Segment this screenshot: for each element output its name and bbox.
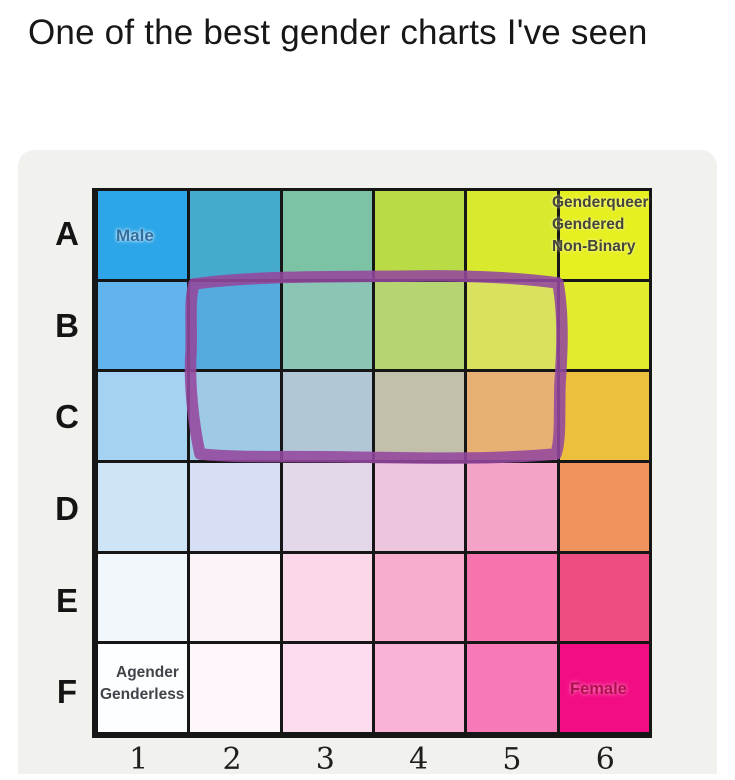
grid-cell-A4 — [375, 191, 465, 279]
row-label-E: E — [55, 581, 78, 619]
grid-cell-D4 — [375, 462, 465, 551]
grid-cell-B5 — [467, 281, 557, 370]
grid-cell-D2 — [190, 462, 280, 551]
row-label-C: C — [55, 398, 79, 436]
label-genderqueer-line-2: Gendered — [552, 216, 625, 233]
column-label-1: 1 — [129, 742, 149, 777]
grid-cell-F2 — [190, 644, 280, 732]
grid-cell-D3 — [282, 462, 372, 551]
grid-cell-D1 — [98, 462, 188, 551]
label-genderqueer-line-1: Genderqueer — [552, 194, 649, 211]
label-genderqueer: Genderqueer Gendered Non-Binary — [552, 192, 648, 258]
label-agender-line-1: Agender — [116, 664, 179, 681]
grid-cell-C2 — [190, 372, 280, 460]
row-label-F: F — [56, 673, 78, 711]
grid-cell-C3 — [282, 372, 372, 460]
grid-cell-F4 — [375, 644, 465, 732]
grid-cell-A5 — [467, 191, 557, 279]
grid-cell-C1 — [98, 372, 188, 460]
grid-cell-F6 — [559, 644, 649, 732]
grid-cell-F5 — [467, 644, 557, 732]
color-grid — [92, 188, 652, 738]
row-label-A: A — [55, 214, 79, 252]
grid-cell-A6 — [559, 191, 649, 279]
grid-cell-A1 — [98, 191, 188, 279]
label-agender: Agender Genderless — [100, 662, 184, 706]
grid-cell-B4 — [375, 281, 465, 370]
grid-cell-C6 — [559, 372, 649, 460]
grid-cell-B6 — [559, 281, 649, 370]
grid-cell-F3 — [282, 644, 372, 732]
grid-cell-B1 — [98, 281, 188, 370]
column-label-3: 3 — [315, 742, 335, 777]
grid-cell-B2 — [190, 281, 280, 370]
grid-cell-D5 — [467, 462, 557, 551]
label-male: Male — [116, 226, 154, 245]
grid-cell-A2 — [190, 191, 280, 279]
row-label-B: B — [55, 306, 79, 344]
grid-cell-A3 — [282, 191, 372, 279]
grid-cell-B3 — [282, 281, 372, 370]
grid-cell-E5 — [467, 553, 557, 642]
column-axis-labels: 1 2 3 4 5 6 — [92, 742, 652, 780]
row-label-D: D — [55, 489, 79, 527]
grid-cell-E6 — [559, 553, 649, 642]
grid-cell-E3 — [282, 553, 372, 642]
column-label-5: 5 — [502, 742, 522, 777]
page-title: One of the best gender charts I've seen — [28, 13, 648, 52]
row-axis-labels: A B C D E F — [44, 188, 90, 738]
label-agender-line-2: Genderless — [100, 686, 185, 703]
grid-cell-C4 — [375, 372, 465, 460]
column-label-4: 4 — [409, 742, 429, 777]
grid-cell-C5 — [467, 372, 557, 460]
grid-cell-F1 — [98, 644, 188, 732]
grid-cell-D6 — [559, 462, 649, 551]
gender-chart-panel: A B C D E F 1 2 3 4 5 6 Male Genderqueer Gendered … — [18, 150, 717, 777]
grid-cell-E4 — [375, 553, 465, 642]
column-label-6: 6 — [595, 742, 615, 777]
column-label-2: 2 — [222, 742, 242, 777]
label-genderqueer-line-3: Non-Binary — [552, 238, 636, 255]
grid-cell-E2 — [190, 553, 280, 642]
grid-cell-E1 — [98, 553, 188, 642]
label-female: Female — [570, 680, 627, 698]
